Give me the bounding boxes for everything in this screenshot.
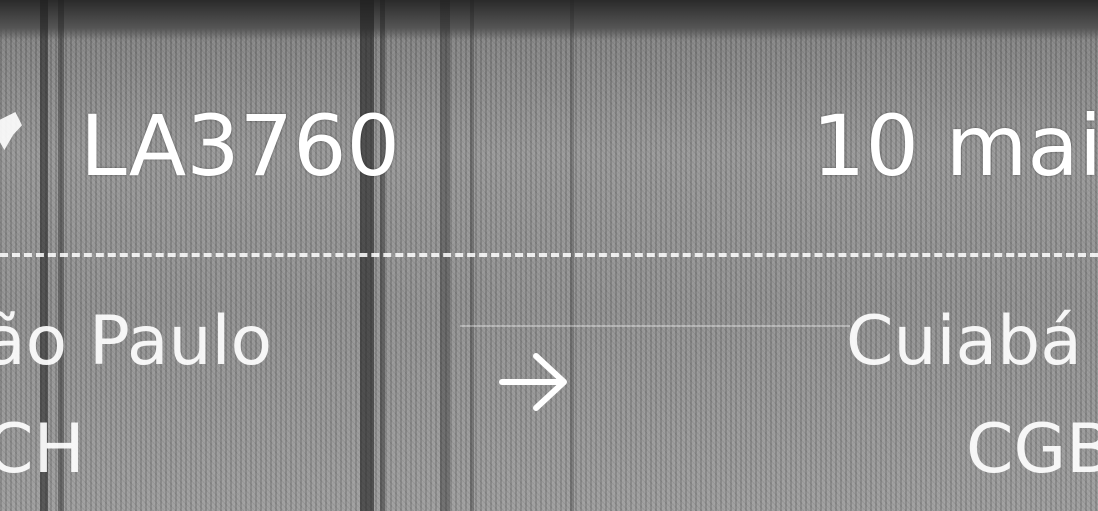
origin-code: CH: [0, 410, 85, 489]
top-band: [0, 0, 1098, 40]
arrow-right-icon: [499, 353, 567, 411]
flight-number: LA3760: [80, 97, 400, 195]
destination-city: Cuiabá: [846, 302, 1082, 381]
airline-mark-icon: [0, 112, 22, 150]
dashed-divider: [0, 253, 1098, 257]
route-line: [460, 325, 850, 327]
origin-city: ão Paulo: [0, 302, 273, 381]
flight-date: 10 mai: [812, 97, 1098, 195]
destination-code: CGB: [966, 410, 1098, 489]
